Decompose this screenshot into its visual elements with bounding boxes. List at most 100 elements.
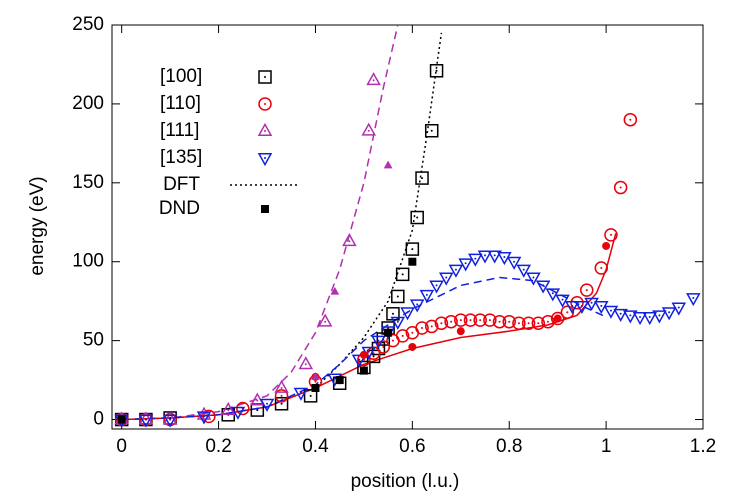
marker	[162, 411, 178, 425]
dft-curve	[121, 32, 443, 421]
marker	[424, 123, 439, 138]
marker-dot	[169, 418, 172, 421]
marker-dot	[459, 319, 462, 322]
marker	[274, 379, 289, 393]
marker-dot	[280, 402, 283, 405]
marker	[661, 307, 677, 321]
marker	[303, 389, 318, 403]
marker	[405, 242, 420, 256]
marker-dot	[324, 320, 327, 323]
marker	[483, 313, 497, 327]
marker-dot	[629, 118, 632, 121]
marker-dot	[464, 262, 467, 265]
marker	[361, 122, 377, 136]
marker-dot	[566, 311, 569, 314]
marker-dot	[425, 293, 428, 296]
marker	[632, 312, 648, 326]
marker	[395, 329, 410, 343]
marker-dot	[372, 79, 375, 82]
y-tick-label: 0	[93, 409, 104, 430]
marker	[570, 296, 584, 310]
marker	[541, 314, 555, 329]
marker	[359, 350, 368, 359]
marker	[274, 389, 289, 403]
marker-dot	[169, 416, 172, 419]
x-tick-label: 0.4	[302, 436, 329, 457]
marker-dot	[396, 295, 399, 298]
marker	[384, 328, 393, 337]
marker	[553, 314, 562, 323]
marker-dot	[430, 325, 433, 328]
marker-dot	[309, 394, 312, 397]
marker-dot	[333, 377, 336, 380]
x-tick-label: 0.2	[205, 436, 231, 457]
legend-label: DFT	[163, 174, 200, 195]
marker	[603, 305, 619, 319]
plot-frame	[111, 24, 704, 430]
marker	[359, 366, 368, 375]
marker	[604, 228, 618, 242]
marker-dot	[498, 320, 501, 323]
marker	[642, 312, 657, 326]
marker-dot	[542, 284, 545, 287]
marker	[335, 376, 344, 385]
marker	[438, 272, 454, 286]
marker-dot	[304, 363, 307, 366]
marker-dot	[677, 306, 680, 309]
marker	[259, 398, 275, 412]
marker-dot	[280, 386, 283, 389]
marker	[434, 316, 449, 331]
marker	[531, 316, 546, 331]
marker	[410, 210, 424, 225]
marker-dot	[372, 352, 375, 355]
marker-dot	[658, 314, 661, 317]
marker-dot	[692, 297, 695, 300]
marker-dot	[396, 320, 399, 323]
y-axis-label: energy (eV)	[27, 176, 48, 275]
marker	[376, 332, 391, 346]
marker-dot	[440, 322, 443, 325]
marker-dot	[619, 312, 622, 315]
y-tick-label: 150	[72, 172, 104, 193]
dft-curve	[121, 233, 617, 421]
marker-dot	[416, 216, 419, 219]
marker-dot	[454, 268, 457, 271]
marker	[383, 160, 393, 169]
marker	[593, 300, 609, 315]
marker	[594, 261, 609, 275]
marker	[429, 64, 444, 78]
legend-label: [110]	[160, 93, 201, 114]
marker	[366, 72, 381, 86]
y-tick-label: 200	[72, 93, 104, 114]
marker	[376, 340, 391, 354]
marker	[261, 205, 269, 213]
marker	[419, 289, 435, 304]
marker	[463, 313, 478, 327]
marker	[202, 409, 216, 424]
marker-dot	[144, 418, 147, 421]
marker	[391, 289, 405, 304]
marker-dot	[401, 334, 404, 337]
y-tick-label: 100	[72, 251, 104, 272]
marker-dot	[411, 331, 414, 334]
marker-dot	[236, 410, 239, 413]
marker-dot	[266, 402, 269, 405]
marker	[454, 313, 468, 327]
marker-dot	[314, 380, 317, 383]
marker-dot	[600, 304, 603, 307]
marker-dot	[416, 303, 419, 306]
marker-dot	[590, 301, 593, 304]
x-tick-label: 1.2	[690, 436, 716, 457]
marker	[516, 264, 532, 278]
x-tick-label: 0	[116, 436, 127, 457]
marker	[415, 321, 429, 335]
y-tick-label: 50	[83, 330, 104, 351]
marker-dot	[561, 298, 564, 301]
marker-dot	[508, 320, 511, 323]
marker	[560, 305, 575, 319]
marker	[258, 70, 272, 84]
marker-dot	[546, 320, 549, 323]
marker-dot	[517, 322, 520, 325]
marker-dot	[264, 157, 266, 159]
marker-dot	[421, 327, 424, 329]
